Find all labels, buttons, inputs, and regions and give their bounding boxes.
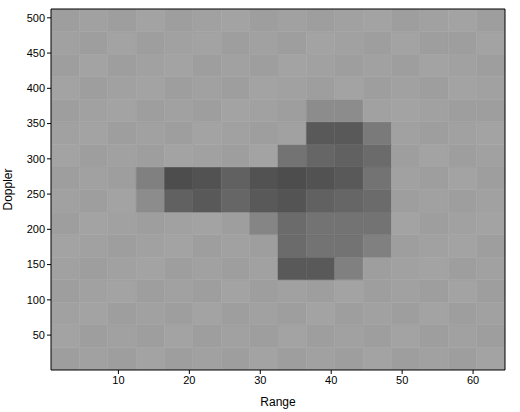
svg-text:500: 500 — [27, 12, 45, 24]
svg-text:30: 30 — [254, 374, 266, 386]
svg-text:350: 350 — [27, 117, 45, 129]
svg-text:60: 60 — [467, 374, 479, 386]
svg-text:250: 250 — [27, 188, 45, 200]
svg-text:Range: Range — [260, 395, 296, 409]
svg-text:Doppler: Doppler — [1, 168, 15, 210]
svg-text:400: 400 — [27, 82, 45, 94]
svg-text:150: 150 — [27, 258, 45, 270]
svg-text:50: 50 — [33, 329, 45, 341]
svg-text:20: 20 — [183, 374, 195, 386]
svg-text:50: 50 — [396, 374, 408, 386]
svg-text:300: 300 — [27, 153, 45, 165]
svg-text:100: 100 — [27, 294, 45, 306]
svg-text:40: 40 — [325, 374, 337, 386]
svg-text:10: 10 — [112, 374, 124, 386]
svg-text:450: 450 — [27, 47, 45, 59]
svg-text:200: 200 — [27, 223, 45, 235]
